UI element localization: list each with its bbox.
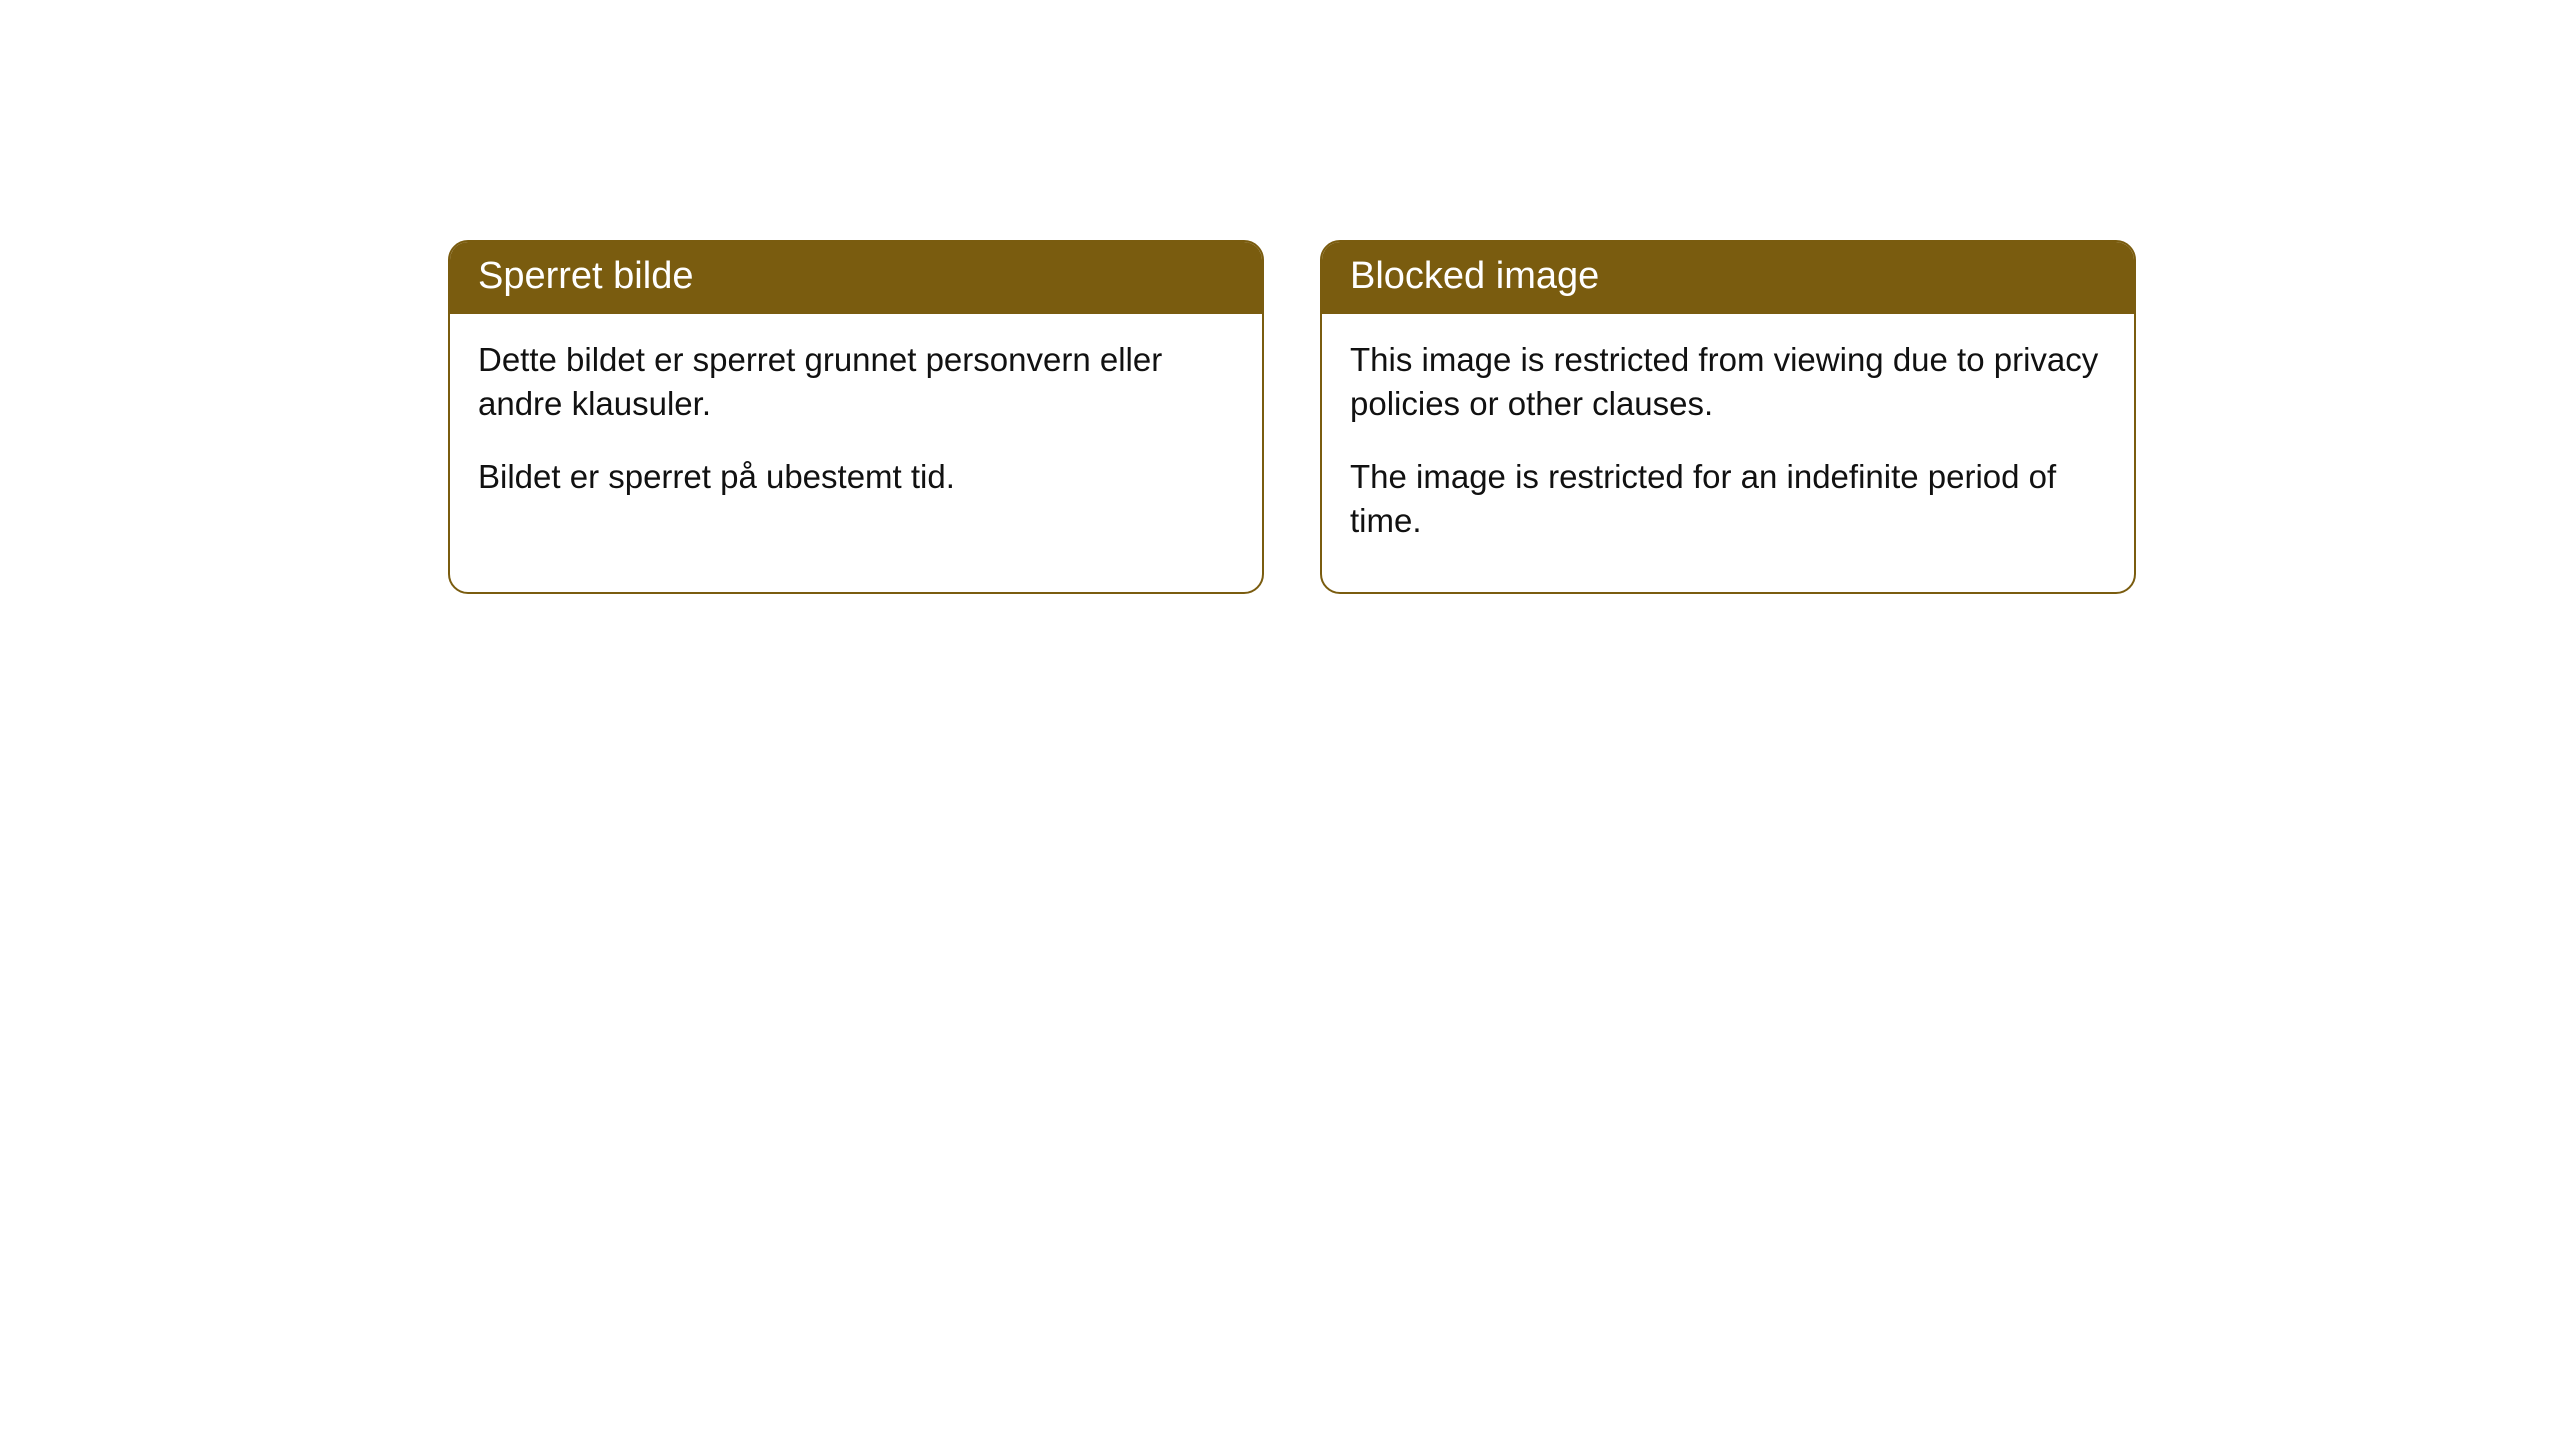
- card-body-norwegian: Dette bildet er sperret grunnet personve…: [450, 314, 1262, 548]
- card-container: Sperret bilde Dette bildet er sperret gr…: [448, 240, 2136, 594]
- card-body-english: This image is restricted from viewing du…: [1322, 314, 2134, 592]
- card-header-norwegian: Sperret bilde: [450, 242, 1262, 314]
- card-paragraph: Dette bildet er sperret grunnet personve…: [478, 338, 1234, 427]
- card-norwegian: Sperret bilde Dette bildet er sperret gr…: [448, 240, 1264, 594]
- card-paragraph: Bildet er sperret på ubestemt tid.: [478, 455, 1234, 500]
- card-paragraph: This image is restricted from viewing du…: [1350, 338, 2106, 427]
- card-header-english: Blocked image: [1322, 242, 2134, 314]
- card-paragraph: The image is restricted for an indefinit…: [1350, 455, 2106, 544]
- card-english: Blocked image This image is restricted f…: [1320, 240, 2136, 594]
